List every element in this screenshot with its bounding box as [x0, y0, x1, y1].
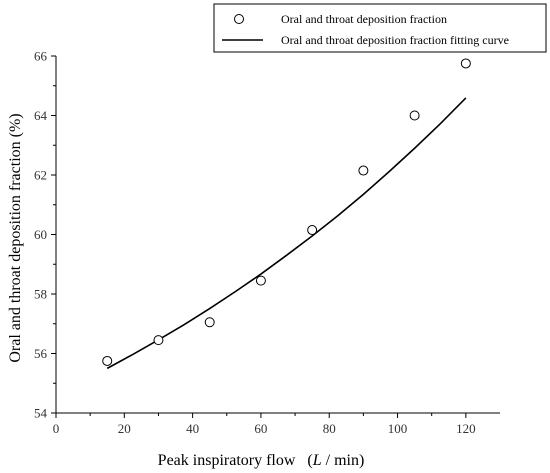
- series: [102, 58, 471, 370]
- data-point: [460, 58, 471, 69]
- x-tick-label: 20: [118, 421, 131, 436]
- x-tick-label: 40: [186, 421, 199, 436]
- x-tick-label: 80: [323, 421, 336, 436]
- data-point: [307, 225, 318, 236]
- y-tick-label: 54: [34, 406, 48, 421]
- y-axis-title: Oral and throat deposition fraction (%): [7, 113, 24, 362]
- x-axis-title: Peak inspiratory flow (L / min): [158, 452, 365, 469]
- y-tick-label: 66: [34, 49, 48, 64]
- legend-label-scatter: Oral and throat deposition fraction: [281, 12, 447, 26]
- y-tick-label: 60: [34, 227, 47, 242]
- legend-box: [213, 3, 547, 53]
- legend-label-line: Oral and throat deposition fraction fitt…: [281, 33, 509, 47]
- x-tick-label: 120: [456, 421, 476, 436]
- data-point: [102, 355, 113, 366]
- data-point: [255, 275, 266, 286]
- y-tick-label: 64: [34, 108, 48, 123]
- data-point: [409, 110, 420, 121]
- y-tick-label: 58: [34, 287, 47, 302]
- legend: Oral and throat deposition fraction Oral…: [213, 3, 547, 53]
- y-tick-label: 62: [34, 168, 47, 183]
- legend-marker-scatter: [234, 14, 244, 24]
- x-tick-label: 60: [254, 421, 267, 436]
- fitting-curve: [106, 97, 467, 370]
- ticks: 0 20 40 60 80 100 120 54 56 58 60 62 64 66: [34, 49, 476, 437]
- y-tick-label: 56: [34, 346, 48, 361]
- data-point: [358, 165, 369, 176]
- data-point: [153, 335, 164, 346]
- x-tick-label: 100: [388, 421, 408, 436]
- data-point: [204, 317, 215, 328]
- x-tick-label: 0: [53, 421, 60, 436]
